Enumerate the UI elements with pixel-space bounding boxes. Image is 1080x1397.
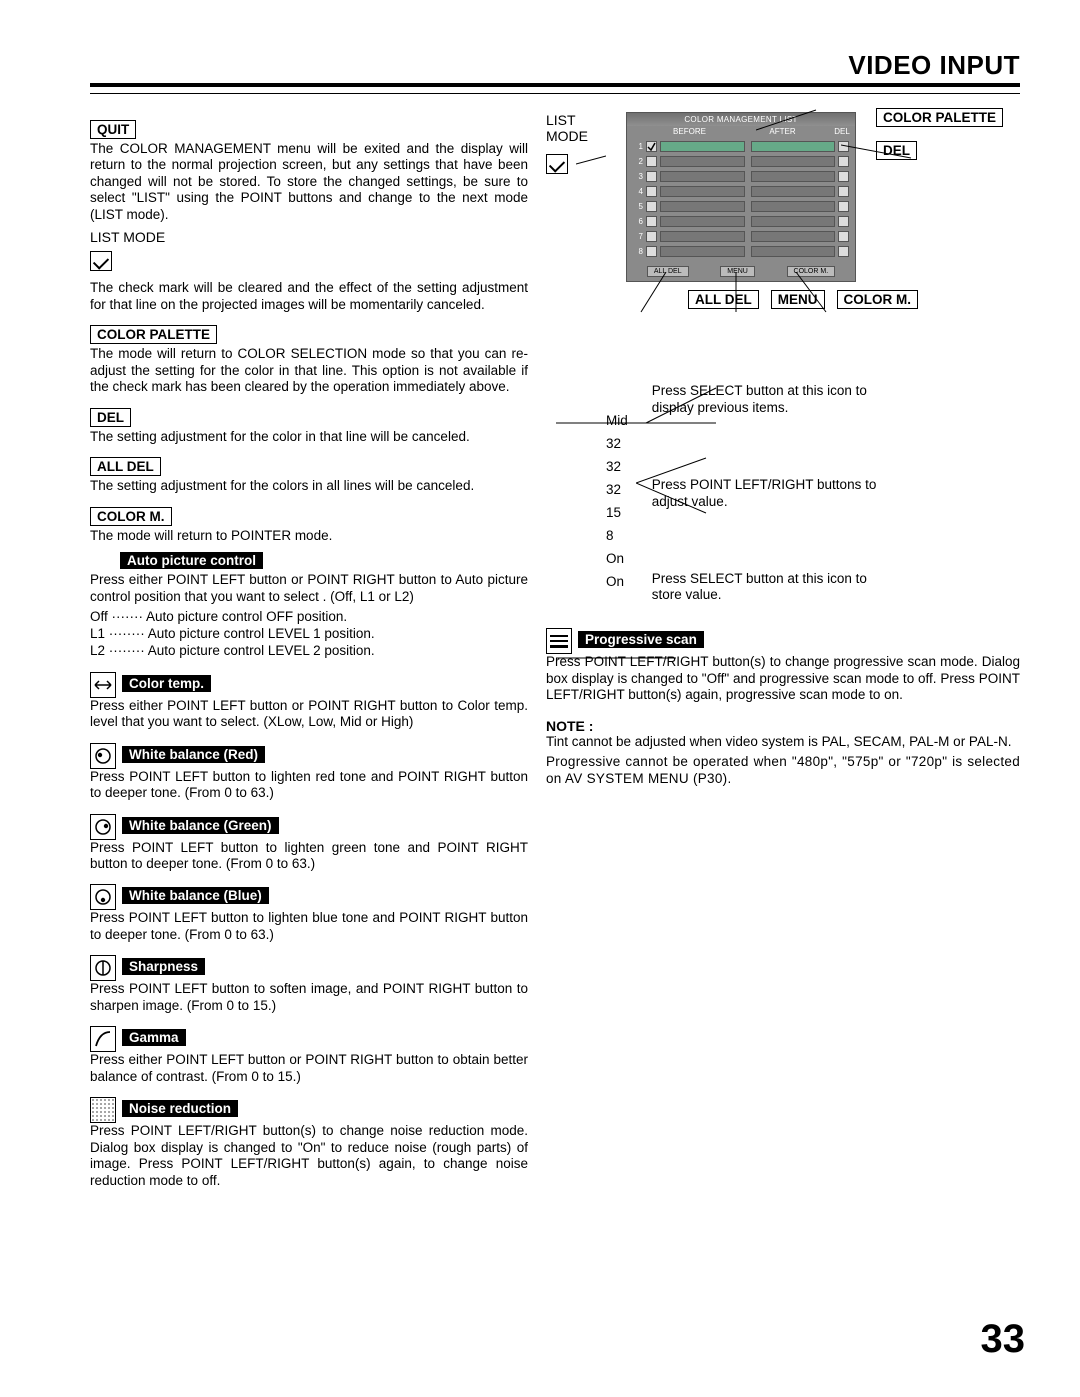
callout-del: DEL xyxy=(876,141,917,160)
panel-row-del[interactable] xyxy=(838,216,849,227)
wb-green-icon xyxy=(90,814,116,840)
value-item: 8 xyxy=(606,528,628,543)
color-temp-icon xyxy=(90,672,116,698)
color-palette-label: COLOR PALETTE xyxy=(90,325,217,344)
panel-row: 7 xyxy=(633,229,849,244)
wb-blue-icon xyxy=(90,884,116,910)
panel-row-check[interactable] xyxy=(646,246,657,257)
checkmark-icon xyxy=(90,251,112,271)
progressive-icon xyxy=(546,628,572,654)
list-mode-text: The check mark will be cleared and the e… xyxy=(90,280,528,313)
value-item: 32 xyxy=(606,482,628,497)
note-prev: Press SELECT button at this icon to disp… xyxy=(652,383,882,417)
sharpness-icon xyxy=(90,955,116,981)
value-item: On xyxy=(606,574,628,589)
callout-all-del: ALL DEL xyxy=(688,290,759,309)
panel-row: 8 xyxy=(633,244,849,259)
wb-red-icon xyxy=(90,743,116,769)
noise-text: Press POINT LEFT/RIGHT button(s) to chan… xyxy=(90,1123,528,1189)
value-item: 32 xyxy=(606,436,628,451)
panel-row-check[interactable] xyxy=(646,231,657,242)
panel-row-del[interactable] xyxy=(838,246,849,257)
panel-row-del[interactable] xyxy=(838,141,849,152)
all-del-label: ALL DEL xyxy=(90,457,161,476)
list-mode-heading: LIST MODE xyxy=(90,229,528,245)
wb-green-label: White balance (Green) xyxy=(122,817,279,834)
wb-blue-label: White balance (Blue) xyxy=(122,887,269,904)
value-item: 32 xyxy=(606,459,628,474)
callout-color-m: COLOR M. xyxy=(837,290,919,309)
right-list-mode: LIST MODE xyxy=(546,112,606,144)
panel-row: 6 xyxy=(633,214,849,229)
panel-header-after: AFTER xyxy=(736,126,829,137)
value-item: 15 xyxy=(606,505,628,520)
panel-header-before: BEFORE xyxy=(643,126,736,137)
color-temp-label: Color temp. xyxy=(122,675,211,692)
progressive-label: Progressive scan xyxy=(578,631,704,648)
panel-row: 4 xyxy=(633,184,849,199)
panel-row-del[interactable] xyxy=(838,171,849,182)
panel-footer-alldel[interactable]: ALL DEL xyxy=(647,266,689,277)
panel-row-del[interactable] xyxy=(838,231,849,242)
gamma-text: Press either POINT LEFT button or POINT … xyxy=(90,1052,528,1085)
noise-icon xyxy=(90,1097,116,1123)
value-item: Mid xyxy=(606,413,628,428)
note-adjust: Press POINT LEFT/RIGHT buttons to adjust… xyxy=(652,477,882,511)
del-label: DEL xyxy=(90,408,131,427)
wb-blue-text: Press POINT LEFT button to lighten blue … xyxy=(90,910,528,943)
value-item: On xyxy=(606,551,628,566)
panel-row-check[interactable] xyxy=(646,201,657,212)
auto-picture-label: Auto picture control xyxy=(120,552,263,569)
gamma-label: Gamma xyxy=(122,1029,186,1046)
color-management-list-panel: COLOR MANAGEMENT LIST BEFORE AFTER DEL 1… xyxy=(626,112,856,282)
panel-footer-menu[interactable]: MENU xyxy=(720,266,755,277)
callout-menu: MENU xyxy=(771,290,825,309)
sharpness-text: Press POINT LEFT button to soften image,… xyxy=(90,981,528,1014)
right-check-icon xyxy=(546,154,568,174)
quit-label: QUIT xyxy=(90,120,136,139)
right-column: LIST MODE COLOR MANAGEMENT LIST BEFORE A… xyxy=(546,112,1020,1193)
panel-row-del[interactable] xyxy=(838,201,849,212)
progressive-text: Press POINT LEFT/RIGHT button(s) to chan… xyxy=(546,654,1020,703)
color-palette-text: The mode will return to COLOR SELECTION … xyxy=(90,346,528,395)
panel-row-check[interactable] xyxy=(646,186,657,197)
panel-row-check[interactable] xyxy=(646,141,657,152)
gamma-icon xyxy=(90,1026,116,1052)
del-text: The setting adjustment for the color in … xyxy=(90,429,528,445)
note2: Progressive cannot be operated when "480… xyxy=(546,754,1020,787)
wb-red-label: White balance (Red) xyxy=(122,746,265,763)
color-m-label: COLOR M. xyxy=(90,507,172,526)
panel-row: 2 xyxy=(633,154,849,169)
wb-green-text: Press POINT LEFT button to lighten green… xyxy=(90,840,528,873)
panel-title: COLOR MANAGEMENT LIST xyxy=(627,113,855,126)
note1: Tint cannot be adjusted when video syste… xyxy=(546,734,1020,750)
panel-row-del[interactable] xyxy=(838,156,849,167)
panel-header-del: DEL xyxy=(829,126,855,137)
panel-row-check[interactable] xyxy=(646,216,657,227)
callout-color-palette: COLOR PALETTE xyxy=(876,108,1003,127)
panel-row-check[interactable] xyxy=(646,171,657,182)
note-store: Press SELECT button at this icon to stor… xyxy=(652,571,882,605)
sharpness-label: Sharpness xyxy=(122,958,205,975)
values-diagram: Mid 32 32 32 15 8 On On Press SELECT button at … xyxy=(546,413,1020,604)
auto-picture-text: Press either POINT LEFT button or POINT … xyxy=(90,572,528,605)
noise-label: Noise reduction xyxy=(122,1100,238,1117)
wb-red-text: Press POINT LEFT button to lighten red t… xyxy=(90,769,528,802)
panel-row: 3 xyxy=(633,169,849,184)
panel-row: 5 xyxy=(633,199,849,214)
color-m-text: The mode will return to POINTER mode. xyxy=(90,528,528,544)
left-column: QUIT The COLOR MANAGEMENT menu will be e… xyxy=(90,112,528,1193)
quit-text: The COLOR MANAGEMENT menu will be exited… xyxy=(90,141,528,223)
note-heading: NOTE : xyxy=(546,718,1020,734)
panel-row-del[interactable] xyxy=(838,186,849,197)
all-del-text: The setting adjustment for the colors in… xyxy=(90,478,528,494)
page-title: VIDEO INPUT xyxy=(90,50,1020,81)
panel-row: 1 xyxy=(633,139,849,154)
color-temp-text: Press either POINT LEFT button or POINT … xyxy=(90,698,528,731)
panel-row-check[interactable] xyxy=(646,156,657,167)
page-number: 33 xyxy=(981,1317,1026,1362)
panel-footer-colorm[interactable]: COLOR M. xyxy=(787,266,836,277)
auto-picture-defs: Off ······· Auto picture control OFF pos… xyxy=(90,609,528,660)
